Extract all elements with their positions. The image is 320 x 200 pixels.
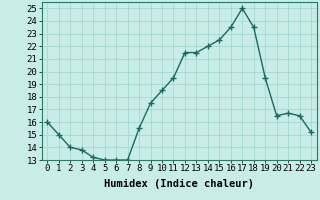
X-axis label: Humidex (Indice chaleur): Humidex (Indice chaleur) bbox=[104, 179, 254, 189]
